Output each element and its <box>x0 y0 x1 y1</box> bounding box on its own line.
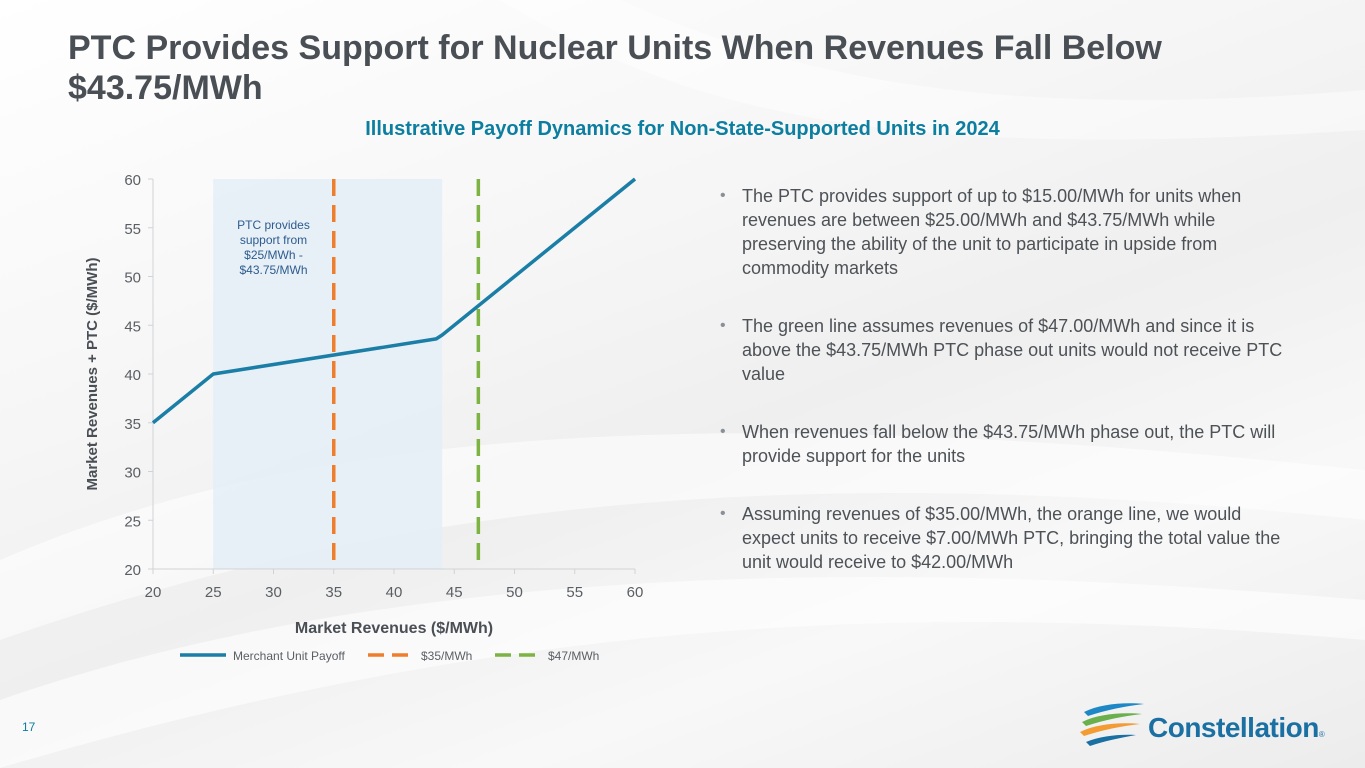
bullet-item: Assuming revenues of $35.00/MWh, the ora… <box>718 502 1298 574</box>
y-tick-label: 20 <box>124 562 141 579</box>
legend-label: $47/MWh <box>548 649 599 663</box>
x-tick-label: 60 <box>627 584 644 601</box>
x-axis-label: Market Revenues ($/MWh) <box>295 620 493 637</box>
series-line-merchant-unit-payoff <box>151 177 637 425</box>
chart-subtitle: Illustrative Payoff Dynamics for Non-Sta… <box>365 118 1000 140</box>
y-tick-label: 60 <box>124 172 141 189</box>
x-tick-label: 20 <box>145 584 162 601</box>
y-tick-label: 40 <box>124 367 141 384</box>
y-tick-label: 25 <box>124 513 141 530</box>
legend-label: Merchant Unit Payoff <box>233 649 345 663</box>
legend-label: $35/MWh <box>421 649 472 663</box>
x-tick-label: 45 <box>446 584 463 601</box>
constellation-logo: Constellation® <box>1080 700 1340 750</box>
x-tick-label: 40 <box>386 584 403 601</box>
x-tick-label: 25 <box>205 584 222 601</box>
bullet-item: When revenues fall below the $43.75/MWh … <box>718 420 1298 468</box>
logo-wordmark: Constellation <box>1148 712 1319 743</box>
y-tick-label: 30 <box>124 465 141 482</box>
y-tick-label: 45 <box>124 318 141 335</box>
bullet-list: The PTC provides support of up to $15.00… <box>718 184 1298 608</box>
y-axis-label: Market Revenues + PTC ($/MWh) <box>84 258 101 491</box>
y-tick-label: 50 <box>124 270 141 287</box>
constellation-swoosh-icon <box>1080 703 1144 746</box>
slide-title: PTC Provides Support for Nuclear Units W… <box>68 29 1162 107</box>
payoff-chart: 20 25 30 35 40 45 50 55 60 20 25 30 35 40 45 50 55 60 Mark… <box>84 172 644 663</box>
bullet-item: The green line assumes revenues of $47.0… <box>718 314 1298 386</box>
x-tick-label: 55 <box>566 584 583 601</box>
annotation-line: support from <box>240 233 307 247</box>
bullet-item: The PTC provides support of up to $15.00… <box>718 184 1298 280</box>
logo-text: Constellation® <box>1148 712 1325 744</box>
y-tick-label: 55 <box>124 221 141 238</box>
x-tick-label: 30 <box>265 584 282 601</box>
page-number: 17 <box>22 720 36 734</box>
annotation-line: $25/MWh - <box>244 248 303 262</box>
ptc-shaded-region <box>213 179 443 569</box>
y-tick-label: 35 <box>124 416 141 433</box>
annotation-line: PTC provides <box>237 218 310 232</box>
x-tick-label: 35 <box>325 584 342 601</box>
x-tick-label: 50 <box>506 584 523 601</box>
logo-registered-mark: ® <box>1318 730 1325 739</box>
annotation-line: $43.75/MWh <box>239 263 307 277</box>
